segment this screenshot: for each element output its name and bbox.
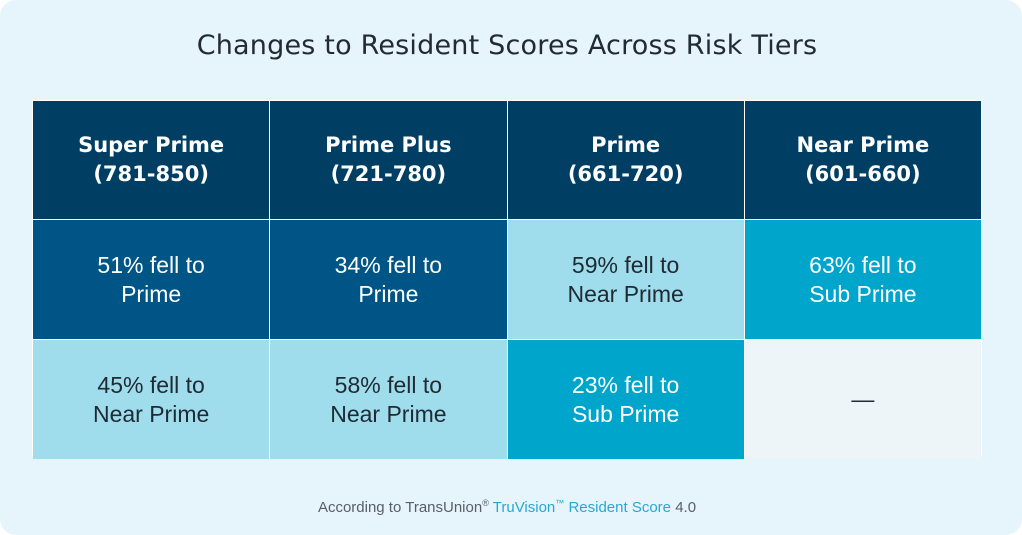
cell-target-tier: Near Prime — [92, 400, 210, 427]
footnote-version: 4.0 — [675, 499, 697, 516]
cell-change-text: 58% fell to — [334, 371, 443, 398]
registered-mark: ® — [482, 498, 489, 508]
footnote-product: Resident Score — [568, 499, 672, 516]
cell-change-text: 23% fell to — [571, 371, 680, 398]
cell-target-tier: Prime — [358, 280, 419, 307]
header-tier-label: Prime — [591, 133, 661, 157]
table-cell: 45% fell to Near Prime — [33, 340, 270, 459]
cell-change-text: 59% fell to — [571, 251, 680, 278]
trademark-mark: ™ — [555, 498, 565, 508]
cell-dash: — — [851, 386, 875, 412]
header-tier-label: Super Prime — [78, 133, 225, 157]
cell-target-tier: Sub Prime — [571, 400, 680, 427]
risk-tier-table: Super Prime (781-850) Prime Plus (721-78… — [32, 100, 982, 459]
table-cell-empty: — — [744, 340, 981, 459]
page-title: Changes to Resident Scores Across Risk T… — [196, 30, 818, 61]
header-range-label: (601-660) — [805, 162, 921, 186]
cell-change-text: 51% fell to — [97, 251, 205, 278]
table-cell: 34% fell to Prime — [270, 220, 507, 339]
header-prime: Prime (661-720) — [507, 101, 744, 219]
footnote-brand: TruVision — [492, 499, 556, 516]
header-range-label: (721-780) — [330, 162, 447, 186]
cell-change-text: 34% fell to — [334, 251, 443, 278]
footnote-prefix: According to TransUnion — [317, 499, 483, 516]
header-tier-label: Prime Plus — [325, 133, 452, 157]
header-near-prime: Near Prime (601-660) — [744, 101, 981, 219]
header-range-label: (661-720) — [567, 162, 684, 186]
header-super-prime: Super Prime (781-850) — [33, 101, 270, 219]
header-prime-plus: Prime Plus (721-780) — [270, 101, 507, 219]
source-footnote: According to TransUnion® TruVision™ Resi… — [0, 498, 1014, 516]
cell-target-tier: Sub Prime — [809, 280, 917, 307]
table-cell: 63% fell to Sub Prime — [744, 220, 981, 339]
cell-change-text: 63% fell to — [809, 251, 917, 278]
cell-target-tier: Prime — [121, 280, 182, 307]
cell-target-tier: Near Prime — [330, 400, 447, 427]
header-range-label: (781-850) — [93, 162, 209, 186]
table-cell: 59% fell to Near Prime — [507, 220, 744, 339]
table-cell: 58% fell to Near Prime — [270, 340, 507, 459]
cell-change-text: 45% fell to — [97, 371, 205, 398]
table-cell: 51% fell to Prime — [33, 220, 270, 339]
cell-target-tier: Near Prime — [567, 280, 684, 307]
table-cell: 23% fell to Sub Prime — [507, 340, 744, 459]
header-tier-label: Near Prime — [796, 133, 930, 157]
